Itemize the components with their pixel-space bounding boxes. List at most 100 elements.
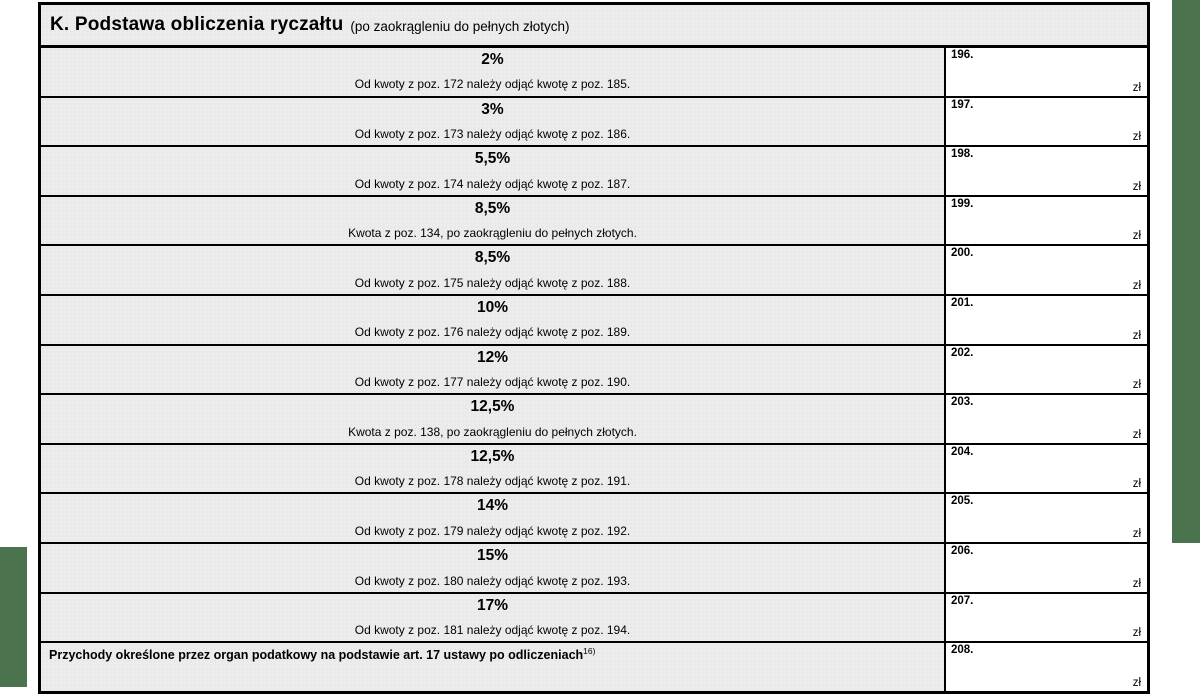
rate-label: 8,5% [474, 199, 511, 217]
amount-field-201[interactable]: 201. zł [944, 296, 1147, 344]
rate-cell: 12,5% Od kwoty z poz. 178 należy odjąć k… [41, 444, 944, 493]
amount-field-205[interactable]: 205. zł [944, 494, 1147, 543]
currency-label: zł [1132, 329, 1141, 342]
section-subtitle: (po zaokrągleniu do pełnych złotych) [350, 19, 570, 34]
rate-label: 5,5% [474, 150, 511, 168]
currency-label: zł [1132, 577, 1141, 590]
currency-label: zł [1132, 280, 1141, 293]
rate-label: 10% [476, 299, 509, 317]
table-row: 5,5% Od kwoty z poz. 174 należy odjąć kw… [41, 147, 1147, 197]
field-number: 204. [951, 445, 974, 458]
amount-field-206[interactable]: 206. zł [944, 544, 1147, 592]
amount-field-203[interactable]: 203. zł [944, 395, 1147, 443]
rate-cell: 12% Od kwoty z poz. 177 należy odjąć kwo… [41, 345, 944, 394]
final-label-cell: Przychody określone przez organ podatkow… [41, 643, 944, 691]
rate-cell: 17% Od kwoty z poz. 181 należy odjąć kwo… [41, 593, 944, 642]
field-number: 198. [951, 148, 974, 161]
currency-label: zł [1132, 428, 1141, 441]
currency-label: zł [1132, 230, 1141, 243]
table-row: 10% Od kwoty z poz. 176 należy odjąć kwo… [41, 296, 1147, 346]
currency-label: zł [1132, 676, 1141, 689]
table-row: 14% Od kwoty z poz. 179 należy odjąć kwo… [41, 494, 1147, 545]
rate-description: Od kwoty z poz. 172 należy odjąć kwotę z… [354, 77, 631, 92]
rate-label: 8,5% [474, 249, 511, 267]
rate-description: Od kwoty z poz. 180 należy odjąć kwotę z… [354, 573, 631, 588]
final-row-label-text: Przychody określone przez organ podatkow… [49, 648, 584, 663]
rate-cell: 5,5% Od kwoty z poz. 174 należy odjąć kw… [41, 147, 944, 195]
currency-label: zł [1132, 528, 1141, 541]
rate-cell: 12,5% Kwota z poz. 138, po zaokrągleniu … [41, 395, 944, 443]
rate-description: Od kwoty z poz. 173 należy odjąć kwotę z… [354, 127, 631, 142]
field-number: 200. [951, 247, 974, 260]
amount-field-200[interactable]: 200. zł [944, 246, 1147, 295]
field-number: 199. [951, 197, 974, 210]
section-title: K. Podstawa obliczenia ryczałtu [50, 14, 344, 35]
currency-label: zł [1132, 81, 1141, 94]
rate-cell: 3% Od kwoty z poz. 173 należy odjąć kwot… [41, 97, 944, 146]
amount-field-199[interactable]: 199. zł [944, 196, 1147, 245]
table-row: 3% Od kwoty z poz. 173 należy odjąć kwot… [41, 97, 1147, 148]
table-rows: 2% Od kwoty z poz. 172 należy odjąć kwot… [41, 48, 1147, 691]
amount-field-196[interactable]: 196. zł [944, 48, 1147, 96]
currency-label: zł [1132, 180, 1141, 193]
field-number: 208. [951, 644, 974, 657]
page-edge-decoration-left [0, 547, 27, 687]
field-number: 201. [951, 297, 974, 310]
table-row: 8,5% Kwota z poz. 134, po zaokrągleniu d… [41, 196, 1147, 247]
rate-cell: 15% Od kwoty z poz. 180 należy odjąć kwo… [41, 544, 944, 592]
field-number: 207. [951, 594, 974, 607]
page-edge-decoration-right [1172, 0, 1200, 543]
currency-label: zł [1132, 478, 1141, 491]
rate-cell: 10% Od kwoty z poz. 176 należy odjąć kwo… [41, 296, 944, 344]
rate-description: Od kwoty z poz. 177 należy odjąć kwotę z… [354, 375, 631, 390]
rate-label: 12,5% [470, 398, 515, 416]
table-row: 12% Od kwoty z poz. 177 należy odjąć kwo… [41, 345, 1147, 396]
section-header: K. Podstawa obliczenia ryczałtu (po zaok… [41, 5, 1147, 48]
amount-field-208[interactable]: 208. zł [944, 643, 1147, 691]
amount-field-198[interactable]: 198. zł [944, 147, 1147, 195]
table-row: 12,5% Od kwoty z poz. 178 należy odjąć k… [41, 444, 1147, 495]
table-row: 2% Od kwoty z poz. 172 należy odjąć kwot… [41, 48, 1147, 98]
rate-description: Od kwoty z poz. 174 należy odjąć kwotę z… [354, 176, 631, 191]
table-row: 12,5% Kwota z poz. 138, po zaokrągleniu … [41, 395, 1147, 445]
currency-label: zł [1132, 131, 1141, 144]
final-row-label: Przychody określone przez organ podatkow… [49, 646, 595, 662]
amount-field-204[interactable]: 204. zł [944, 444, 1147, 493]
field-number: 202. [951, 346, 974, 359]
rate-label: 2% [481, 51, 504, 68]
currency-label: zł [1132, 627, 1141, 640]
currency-label: zł [1132, 379, 1141, 392]
rate-description: Od kwoty z poz. 179 należy odjąć kwotę z… [354, 523, 631, 538]
field-number: 206. [951, 545, 974, 558]
rate-label: 12,5% [470, 447, 515, 465]
rate-label: 17% [476, 596, 509, 614]
rate-label: 3% [481, 100, 504, 118]
rate-label: 14% [476, 497, 509, 515]
rate-cell: 14% Od kwoty z poz. 179 należy odjąć kwo… [41, 494, 944, 543]
table-row: 8,5% Od kwoty z poz. 175 należy odjąć kw… [41, 246, 1147, 297]
table-row: 15% Od kwoty z poz. 180 należy odjąć kwo… [41, 544, 1147, 594]
amount-field-202[interactable]: 202. zł [944, 345, 1147, 394]
rate-description: Kwota z poz. 138, po zaokrągleniu do peł… [348, 424, 637, 439]
rate-description: Od kwoty z poz. 178 należy odjąć kwotę z… [354, 474, 631, 489]
table-row-final: Przychody określone przez organ podatkow… [41, 643, 1147, 691]
rate-description: Od kwoty z poz. 175 należy odjąć kwotę z… [354, 275, 631, 290]
field-number: 205. [951, 495, 974, 508]
rate-cell: 8,5% Od kwoty z poz. 175 należy odjąć kw… [41, 246, 944, 295]
amount-field-207[interactable]: 207. zł [944, 593, 1147, 642]
field-number: 203. [951, 396, 974, 409]
section-k-table: K. Podstawa obliczenia ryczałtu (po zaok… [38, 2, 1150, 694]
footnote-reference: 16) [583, 646, 596, 657]
field-number: 196. [951, 49, 974, 61]
rate-cell: 2% Od kwoty z poz. 172 należy odjąć kwot… [41, 48, 944, 96]
field-number: 197. [951, 98, 974, 111]
rate-cell: 8,5% Kwota z poz. 134, po zaokrągleniu d… [41, 196, 944, 245]
rate-description: Od kwoty z poz. 176 należy odjąć kwotę z… [354, 325, 631, 340]
rate-label: 12% [476, 348, 509, 366]
rate-description: Kwota z poz. 134, po zaokrągleniu do peł… [348, 226, 637, 241]
amount-field-197[interactable]: 197. zł [944, 97, 1147, 146]
rate-label: 15% [476, 547, 509, 565]
rate-description: Od kwoty z poz. 181 należy odjąć kwotę z… [354, 623, 631, 638]
table-row: 17% Od kwoty z poz. 181 należy odjąć kwo… [41, 593, 1147, 644]
